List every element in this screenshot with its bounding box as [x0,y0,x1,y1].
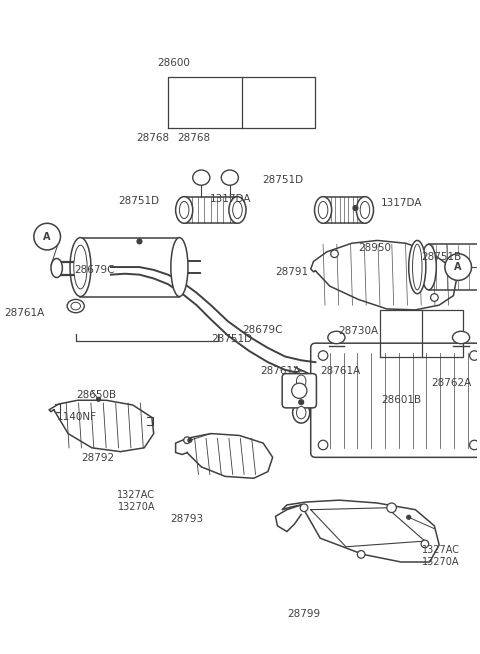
Ellipse shape [180,201,189,218]
Ellipse shape [193,170,210,185]
Circle shape [353,206,358,211]
Ellipse shape [233,201,242,218]
Ellipse shape [70,237,91,296]
Text: 28679C: 28679C [74,265,115,275]
Text: 28761A: 28761A [261,366,301,376]
Text: 28600: 28600 [157,58,190,68]
Circle shape [357,551,365,559]
Ellipse shape [297,406,306,419]
Text: 1327AC
13270A: 1327AC 13270A [117,490,155,512]
Circle shape [292,383,307,398]
Text: 28679C: 28679C [242,325,283,335]
Ellipse shape [51,258,62,277]
Text: 28751B: 28751B [421,252,462,262]
Text: 28761A: 28761A [320,366,360,376]
Ellipse shape [412,244,422,290]
Ellipse shape [314,197,332,223]
Ellipse shape [71,302,81,310]
Ellipse shape [293,371,310,392]
Text: 28799: 28799 [287,610,320,619]
Circle shape [431,294,438,301]
Ellipse shape [67,300,84,313]
Circle shape [96,398,100,401]
Circle shape [469,440,479,450]
Ellipse shape [318,201,328,218]
Circle shape [34,223,60,250]
Ellipse shape [176,197,193,223]
Ellipse shape [421,244,436,290]
Text: 28761A: 28761A [4,307,44,318]
Ellipse shape [221,170,239,185]
Circle shape [469,351,479,360]
Text: 1317DA: 1317DA [381,198,422,207]
Text: 28650B: 28650B [76,390,116,400]
Circle shape [300,504,308,511]
Text: 28751D: 28751D [211,334,252,345]
Circle shape [184,437,191,443]
Text: 28950: 28950 [358,243,391,253]
Ellipse shape [293,402,310,423]
Circle shape [387,503,396,513]
Text: 28768: 28768 [178,133,211,143]
Text: 28751D: 28751D [118,196,159,206]
Text: 28793: 28793 [171,513,204,524]
Ellipse shape [360,201,370,218]
Text: 28730A: 28730A [338,326,379,336]
Ellipse shape [74,245,87,289]
Circle shape [331,250,338,258]
Ellipse shape [356,197,373,223]
Text: 28791: 28791 [276,267,309,277]
Text: 28792: 28792 [82,453,115,462]
Text: 1317DA: 1317DA [210,194,252,205]
Circle shape [299,400,303,405]
Text: A: A [43,232,51,241]
Ellipse shape [453,332,469,343]
Circle shape [137,239,142,244]
Circle shape [188,438,192,442]
Text: 28601B: 28601B [381,396,421,405]
Text: 28751D: 28751D [263,175,304,184]
Ellipse shape [297,375,306,387]
FancyBboxPatch shape [311,343,480,457]
Text: A: A [455,262,462,272]
FancyBboxPatch shape [282,373,316,408]
Ellipse shape [171,237,188,296]
Circle shape [445,254,471,281]
Circle shape [407,515,410,519]
Circle shape [318,351,328,360]
Text: 1327AC
13270A: 1327AC 13270A [422,545,460,567]
Circle shape [318,440,328,450]
Text: 1140NF: 1140NF [57,412,97,422]
Ellipse shape [229,197,246,223]
Ellipse shape [408,241,426,294]
Text: 28762A: 28762A [432,378,472,388]
Ellipse shape [328,332,345,343]
Circle shape [421,540,429,548]
Text: 28768: 28768 [136,133,169,143]
